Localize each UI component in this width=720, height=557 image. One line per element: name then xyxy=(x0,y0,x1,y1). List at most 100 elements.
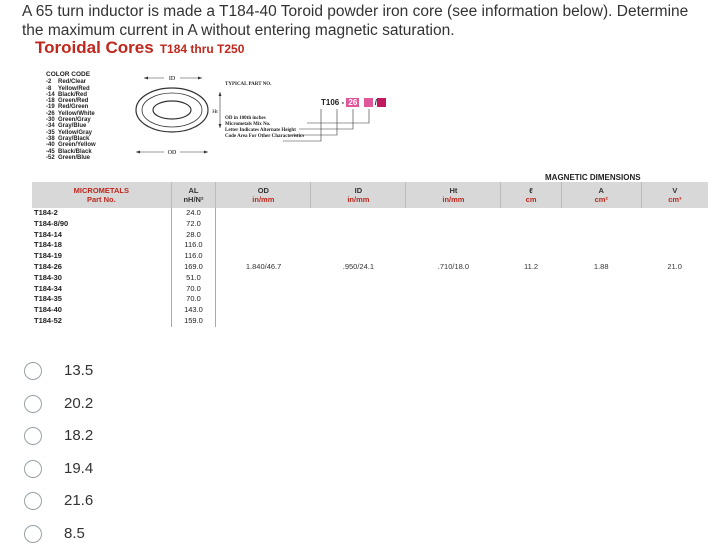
id-label: ID xyxy=(169,76,176,82)
part-number-example: T106 - 26 / xyxy=(321,98,386,108)
table-row: T184-19 116.0 xyxy=(32,251,708,262)
pn-code-box xyxy=(377,98,386,108)
ht-label: Ht xyxy=(212,109,218,115)
color-code-row: -26 Yellow/White xyxy=(46,111,96,117)
color-code-color: Black/Black xyxy=(58,148,92,155)
color-code-number: -14 xyxy=(46,91,55,98)
color-code-color: Green/Yellow xyxy=(58,142,96,149)
table-row: T184-30 51.0 xyxy=(32,272,708,284)
color-code-color: Gray/Blue xyxy=(58,123,87,130)
part-number-note: OD in 100th inches xyxy=(225,116,266,121)
answer-option-label[interactable]: 21.6 xyxy=(64,492,94,509)
color-code-row: -40 Green/Yellow xyxy=(46,142,96,148)
pn-mix: 26 xyxy=(346,98,360,107)
color-code-row: -35 Yellow/Gray xyxy=(46,130,96,136)
part-number-cell: T184-34 xyxy=(34,283,62,293)
color-code-number: -8 xyxy=(46,85,52,92)
color-code-color: Red/Clear xyxy=(58,79,87,86)
part-number-cell: T184-30 xyxy=(34,272,62,282)
part-number-cell: T184-35 xyxy=(34,294,62,304)
al-value-cell: 143.0 xyxy=(170,305,217,316)
color-code-number: -52 xyxy=(46,154,55,161)
color-code-number: -38 xyxy=(46,135,55,142)
color-code-row: -45 Black/Black xyxy=(46,149,96,155)
color-code-color: Black/Red xyxy=(58,91,88,98)
al-value-cell: 116.0 xyxy=(170,251,217,262)
table-row: T184-14 28.0 xyxy=(32,229,708,241)
color-code-color: Yellow/White xyxy=(58,110,95,117)
table-row: T184-52 159.0 xyxy=(32,315,708,327)
col-header-l: ℓ cm xyxy=(500,182,562,208)
answer-option-label[interactable]: 18.2 xyxy=(64,427,94,444)
color-code-color: Green/Red xyxy=(58,98,89,105)
toroid-diagram: COLOR CODE -2 Red/Clear -8 Yellow/Red -14 Bla… xyxy=(40,68,400,173)
color-code-row: -2 Red/Clear xyxy=(46,79,96,85)
color-code-row: -52 Green/Blue xyxy=(46,155,96,161)
part-number-note: Micrometals Mix No. xyxy=(225,122,271,127)
magnetic-dimensions-header: MAGNETIC DIMENSIONS xyxy=(545,173,641,182)
col-header-ht: Ht in/mm xyxy=(405,182,502,208)
pn-alt-height-box xyxy=(363,98,373,108)
answer-option-label[interactable]: 8.5 xyxy=(64,524,85,542)
color-code-number: -19 xyxy=(46,104,55,111)
al-value-cell: 116.0 xyxy=(170,240,217,252)
ht-value-cell: .710/18.0 xyxy=(437,261,470,271)
id-value-cell: .950/24.1 xyxy=(342,261,375,271)
answer-option-label[interactable]: 19.4 xyxy=(64,459,94,477)
answer-option-label[interactable]: 13.5 xyxy=(64,362,94,379)
table-row: T184-34 70.0 xyxy=(32,283,708,295)
section-title: Toroidal Cores T184 thru T250 xyxy=(35,38,244,58)
title-main: Toroidal Cores xyxy=(35,38,154,57)
col-header-part: MICROMETALS Part No. xyxy=(32,182,172,208)
color-code-color: Gray/Black xyxy=(58,135,90,142)
table-row: T184-2 24.0 xyxy=(32,208,708,219)
color-code-row: -38 Gray/Black xyxy=(46,136,96,142)
table-row: T184-26 169.0 1.840/46.7 .950/24.1 .710/18.0… xyxy=(32,261,708,273)
al-value-cell: 51.0 xyxy=(170,272,217,284)
al-value-cell: 159.0 xyxy=(170,315,217,327)
v-value-cell: 21.0 xyxy=(667,261,682,271)
al-value-cell: 70.0 xyxy=(170,283,217,295)
color-code-row: -19 Red/Green xyxy=(46,104,96,110)
color-code-row: -14 Black/Red xyxy=(46,92,96,98)
color-code-number: -30 xyxy=(46,117,55,124)
radio-button[interactable] xyxy=(24,459,42,478)
radio-button[interactable] xyxy=(24,427,42,445)
color-code-color: Green/Blue xyxy=(58,154,91,161)
color-code-number: -26 xyxy=(46,110,55,117)
part-number-cell: T184-40 xyxy=(34,305,62,315)
color-code-row: -18 Green/Red xyxy=(46,98,96,104)
color-code-color: Green/Gray xyxy=(58,117,91,124)
typical-part-label: TYPICAL PART NO. xyxy=(225,82,272,87)
color-code-number: -18 xyxy=(46,98,55,105)
radio-button[interactable] xyxy=(24,524,42,543)
al-value-cell: 28.0 xyxy=(170,229,217,241)
color-code-number: -40 xyxy=(46,142,55,149)
toroid-inner-ring xyxy=(152,100,192,120)
color-code-color: Yellow/Red xyxy=(58,85,90,92)
radio-button[interactable] xyxy=(24,362,42,380)
col-header-od: OD in/mm xyxy=(215,182,312,208)
question-text: A 65 turn inductor is made a T184-40 Tor… xyxy=(22,3,689,39)
answer-option-label[interactable]: 20.2 xyxy=(64,394,94,412)
al-value-cell: 169.0 xyxy=(170,261,217,273)
al-value-cell: 24.0 xyxy=(170,208,217,219)
part-number-leader-lines xyxy=(283,109,370,142)
pn-slash: / xyxy=(374,98,377,107)
pn-dash: - xyxy=(341,98,345,107)
al-value-cell: 72.0 xyxy=(170,218,217,230)
color-code-row: -34 Gray/Blue xyxy=(46,123,96,129)
color-code-number: -2 xyxy=(46,79,52,86)
toroid-outer-ring xyxy=(135,87,209,133)
title-subtitle: T184 thru T250 xyxy=(159,42,245,56)
table-row: T184-40 143.0 xyxy=(32,305,708,316)
pn-prefix: T xyxy=(321,98,326,107)
color-code-legend: COLOR CODE -2 Red/Clear -8 Yellow/Red -14 Bla… xyxy=(46,71,96,161)
part-number-cell: T184-8/90 xyxy=(34,218,69,228)
color-code-number: -34 xyxy=(46,123,55,130)
core-data-table: MICROMETALS Part No. AL nH/N² OD in/mm ID in… xyxy=(32,182,708,327)
radio-button[interactable] xyxy=(24,492,42,510)
l-value-cell: 11.2 xyxy=(524,261,539,271)
radio-button[interactable] xyxy=(24,394,42,413)
